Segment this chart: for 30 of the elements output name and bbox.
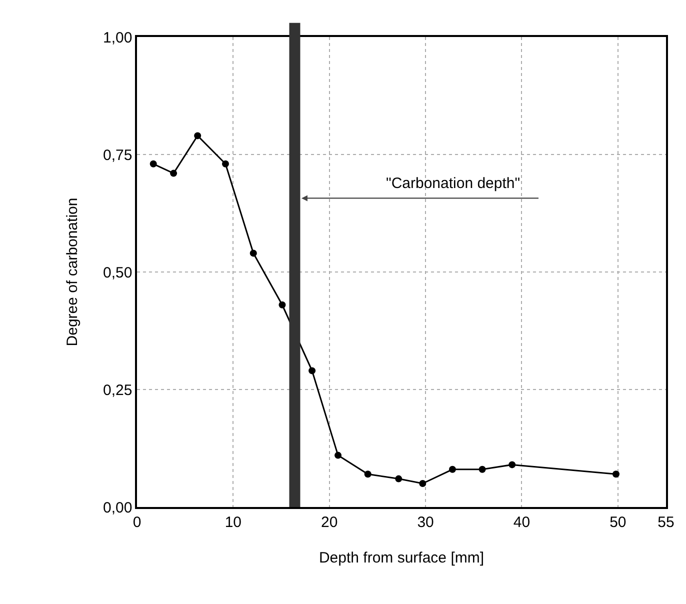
- y-tick-label: 0,00: [103, 499, 132, 516]
- x-axis-title: Depth from surface [mm]: [318, 549, 484, 566]
- x-tick-label: 55: [658, 514, 674, 531]
- y-tick-label: 0,50: [103, 264, 132, 282]
- point: [194, 132, 202, 140]
- point: [222, 160, 229, 168]
- point: [448, 466, 456, 473]
- point: [150, 160, 157, 168]
- point: [250, 250, 257, 257]
- x-tick-label: 30: [417, 514, 434, 531]
- point: [308, 367, 316, 374]
- point: [364, 470, 372, 478]
- x-tick-label: 0: [132, 514, 142, 531]
- point: [278, 301, 286, 308]
- point: [478, 466, 486, 473]
- y-tick-label: 0,75: [103, 146, 132, 164]
- x-tick-label: 10: [224, 514, 242, 531]
- point: [508, 461, 516, 468]
- point: [334, 452, 342, 459]
- x-tick-label: 40: [513, 514, 530, 531]
- ref-line-label: "Carbonation depth": [386, 175, 520, 192]
- y-tick-label: 1,00: [103, 29, 132, 46]
- x-tick-label: 20: [321, 514, 338, 531]
- point: [612, 470, 620, 478]
- point: [170, 170, 178, 177]
- x-tick-label: 50: [610, 514, 626, 531]
- y-tick-label: 0,25: [103, 382, 132, 399]
- y-axis-title: Degree of carbonation: [64, 198, 81, 346]
- point: [419, 480, 426, 487]
- point: [395, 475, 402, 482]
